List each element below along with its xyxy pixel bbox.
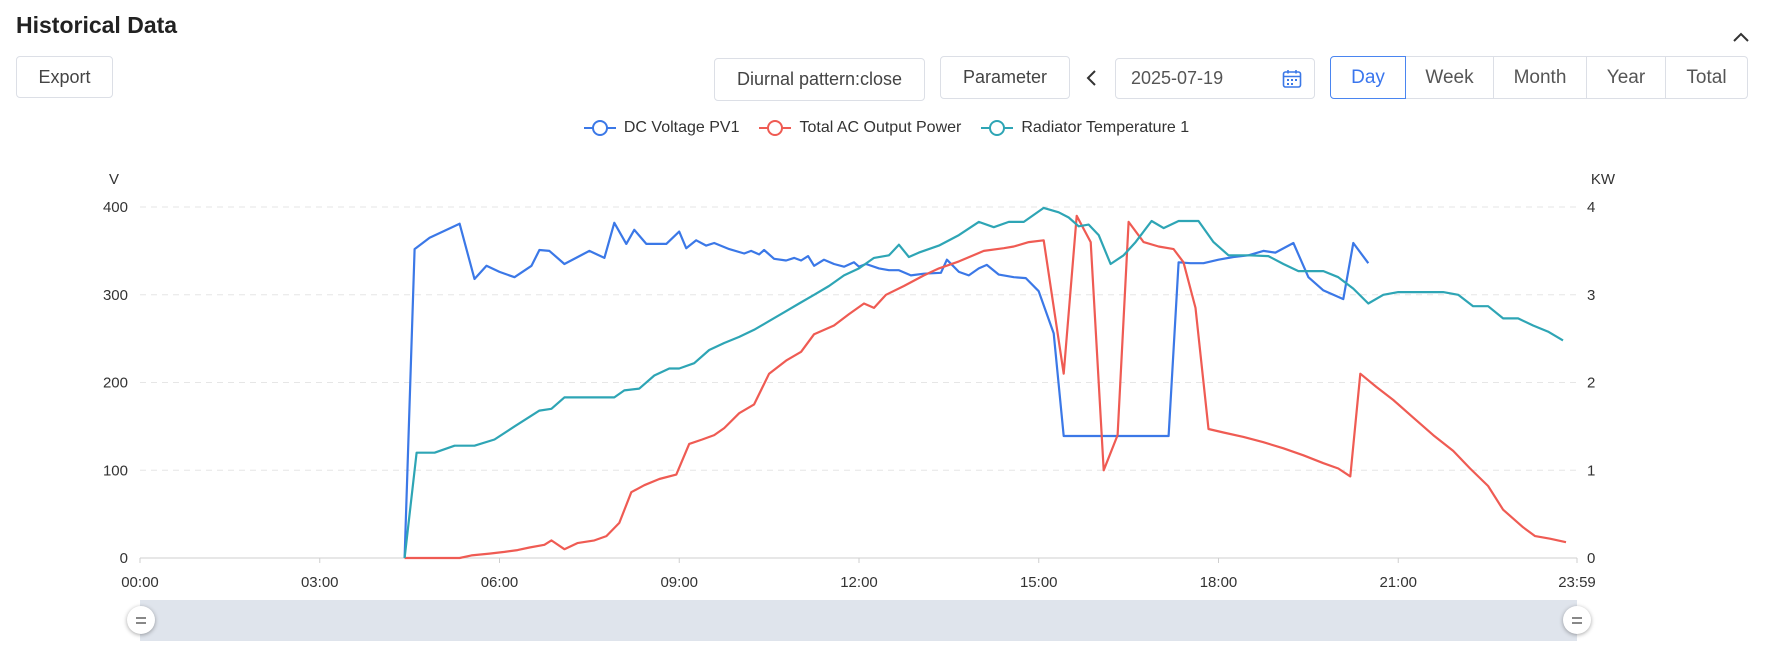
x-tick-label: 06:00	[481, 574, 519, 591]
legend-label: Total AC Output Power	[799, 119, 962, 136]
y-left-tick-label: 400	[103, 199, 128, 216]
tab-week[interactable]: Week	[1406, 56, 1494, 99]
series-line-radiator-temperature-1[interactable]	[403, 206, 1564, 559]
tab-month[interactable]: Month	[1494, 56, 1587, 99]
y-right-tick-label: 4	[1587, 199, 1595, 216]
y-left-tick-label: 200	[103, 375, 128, 392]
series-line-total-ac-output-power[interactable]	[404, 214, 1567, 560]
x-tick-label: 21:00	[1379, 574, 1417, 591]
x-tick-label: 15:00	[1020, 574, 1058, 591]
slider-handle-end[interactable]	[1563, 606, 1591, 634]
chart-legend: DC Voltage PV1 Total AC Output Power Rad…	[0, 118, 1773, 138]
y-right-tick-label: 0	[1587, 550, 1595, 567]
page-title: Historical Data	[16, 12, 178, 38]
tab-total[interactable]: Total	[1666, 56, 1748, 99]
x-tick-label: 18:00	[1200, 574, 1238, 591]
legend-marker-icon	[981, 120, 1014, 136]
chevron-left-icon[interactable]	[1080, 64, 1104, 92]
line-chart: 0 100 200 300 400 0 1 2 3 4 V KW 00:00 03:00 06:00 09:0…	[103, 171, 1616, 591]
x-tick-label: 00:00	[121, 574, 159, 591]
date-value: 2025-07-19	[1131, 68, 1224, 88]
x-tick-label: 23:59	[1558, 574, 1596, 591]
y-left-tick-label: 100	[103, 462, 128, 479]
x-tick-label: 12:00	[840, 574, 878, 591]
x-tick-label: 09:00	[660, 574, 698, 591]
legend-item-radiator-temperature-1[interactable]: Radiator Temperature 1	[981, 118, 1189, 138]
slider-handle-start[interactable]	[127, 606, 155, 634]
legend-item-dc-voltage-pv1[interactable]: DC Voltage PV1	[583, 118, 740, 138]
legend-label: DC Voltage PV1	[623, 119, 740, 136]
chevron-up-icon[interactable]	[1729, 26, 1753, 50]
y-right-tick-label: 2	[1587, 375, 1595, 392]
legend-marker-icon	[583, 120, 616, 136]
grip-icon	[136, 616, 146, 624]
legend-label: Radiator Temperature 1	[1021, 119, 1190, 136]
series-line-dc-voltage-pv1[interactable]	[403, 221, 1370, 559]
grip-icon	[1572, 616, 1582, 624]
y-right-tick-label: 1	[1587, 462, 1595, 479]
date-picker[interactable]: 2025-07-19	[1115, 58, 1315, 99]
y-left-unit: V	[109, 171, 119, 188]
calendar-icon[interactable]	[1282, 69, 1302, 89]
zoom-slider-track[interactable]	[140, 600, 1577, 641]
legend-item-total-ac-output-power[interactable]: Total AC Output Power	[759, 118, 961, 138]
diurnal-pattern-button[interactable]: Diurnal pattern:close	[714, 58, 925, 101]
period-selector: Day Week Month Year Total	[1330, 56, 1748, 99]
tab-year[interactable]: Year	[1587, 56, 1666, 99]
tab-day[interactable]: Day	[1330, 56, 1406, 99]
y-left-tick-label: 300	[103, 287, 128, 304]
y-left-tick-label: 0	[120, 550, 128, 567]
x-tick-label: 03:00	[301, 574, 339, 591]
y-right-unit: KW	[1591, 171, 1616, 188]
parameter-button[interactable]: Parameter	[940, 56, 1070, 99]
export-button[interactable]: Export	[16, 56, 113, 98]
y-right-tick-label: 3	[1587, 287, 1595, 304]
legend-marker-icon	[759, 120, 792, 136]
